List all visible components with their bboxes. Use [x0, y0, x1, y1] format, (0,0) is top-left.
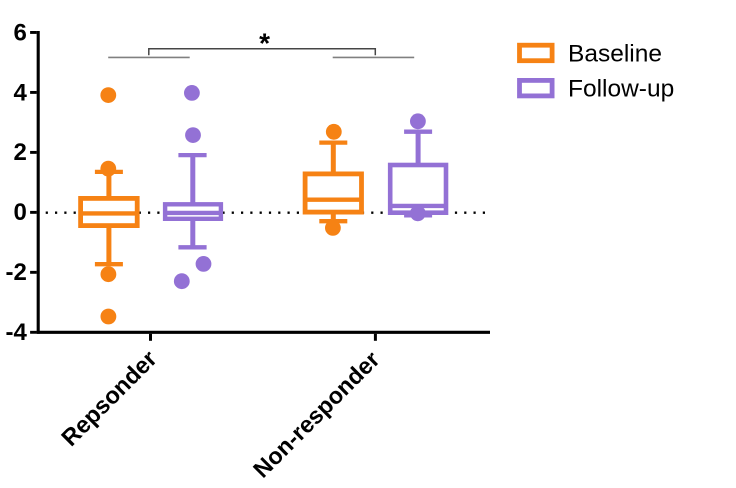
- svg-text:-2: -2: [5, 259, 26, 286]
- svg-text:6: 6: [13, 19, 26, 46]
- svg-text:0: 0: [13, 199, 26, 226]
- svg-text:4: 4: [13, 79, 27, 106]
- svg-text:*: *: [259, 28, 270, 59]
- svg-text:2: 2: [13, 139, 26, 166]
- svg-text:Baseline: Baseline: [568, 40, 662, 67]
- svg-text:Follow-up: Follow-up: [568, 76, 674, 103]
- svg-text:-4: -4: [5, 319, 27, 346]
